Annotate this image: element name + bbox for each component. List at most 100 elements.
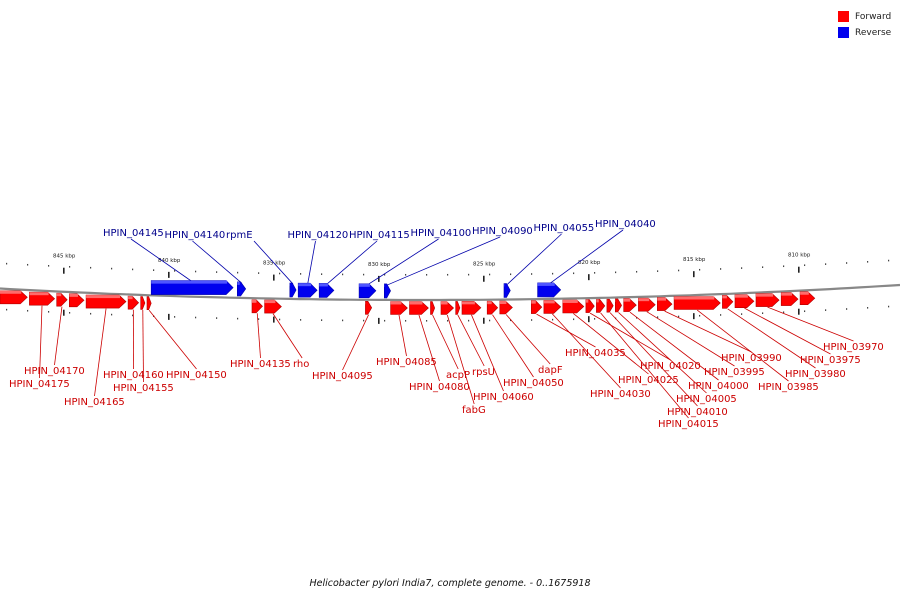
forward-gene-feature[interactable] <box>799 291 816 306</box>
reverse-gene-feature[interactable] <box>358 283 377 299</box>
forward-gene-feature[interactable] <box>722 294 734 309</box>
gene-highlight <box>674 296 715 300</box>
reverse-swatch <box>838 27 849 38</box>
forward-gene-feature[interactable] <box>596 299 606 313</box>
gene-label[interactable]: HPIN_04035 <box>565 348 626 359</box>
gene-label[interactable]: HPIN_04165 <box>64 397 125 408</box>
gene-label[interactable]: HPIN_04005 <box>676 394 737 405</box>
gene-label[interactable]: rho <box>293 359 309 370</box>
leader-line <box>492 314 534 378</box>
gene-label[interactable]: HPIN_04085 <box>376 357 437 368</box>
minor-tick <box>636 270 638 273</box>
forward-gene-feature[interactable] <box>656 297 673 311</box>
gene-label[interactable]: fabG <box>462 405 486 416</box>
leader-line <box>548 229 624 285</box>
reverse-gene-feature[interactable] <box>503 283 511 298</box>
gene-highlight <box>596 299 599 303</box>
gene-label[interactable]: HPIN_04030 <box>590 389 651 400</box>
gene-label[interactable]: HPIN_04095 <box>312 371 373 382</box>
gene-label[interactable]: HPIN_04090 <box>472 226 533 237</box>
gene-label[interactable]: HPIN_04140 <box>165 230 226 241</box>
minor-tick <box>363 273 365 276</box>
gene-highlight <box>264 300 276 304</box>
major-tick <box>798 308 800 315</box>
leader-line <box>457 314 485 367</box>
gene-label[interactable]: rpmE <box>226 230 253 241</box>
forward-gene-feature[interactable] <box>780 292 799 306</box>
gene-highlight <box>537 282 555 286</box>
gene-label[interactable]: HPIN_04015 <box>658 419 719 430</box>
forward-gene-feature[interactable] <box>585 299 595 313</box>
gene-label[interactable]: HPIN_03975 <box>800 355 861 366</box>
leader-line <box>387 236 501 286</box>
minor-tick <box>489 273 491 276</box>
minor-tick <box>384 273 386 276</box>
forward-gene-feature[interactable] <box>606 298 614 313</box>
forward-gene-feature[interactable] <box>365 300 373 315</box>
gene-label[interactable]: HPIN_04050 <box>503 378 564 389</box>
gene-label[interactable]: HPIN_04160 <box>103 370 164 381</box>
gene-features <box>0 280 816 315</box>
reverse-gene-feature[interactable] <box>150 280 234 295</box>
genome-title: Helicobacter pylori India7, complete gen… <box>309 578 591 589</box>
gene-label[interactable]: HPIN_03995 <box>704 367 765 378</box>
gene-highlight <box>531 300 536 304</box>
gene-label[interactable]: HPIN_04100 <box>411 228 472 239</box>
gene-label[interactable]: HPIN_04115 <box>349 230 410 241</box>
forward-gene-feature[interactable] <box>69 293 85 308</box>
gene-label[interactable]: HPIN_04025 <box>618 375 679 386</box>
forward-gene-feature[interactable] <box>455 301 461 315</box>
gene-label[interactable]: acpP <box>446 370 470 381</box>
minor-tick <box>111 313 113 316</box>
major-tick <box>483 275 485 282</box>
gene-label[interactable]: HPIN_04155 <box>113 383 174 394</box>
gene-label[interactable]: HPIN_04175 <box>9 379 70 390</box>
forward-gene-feature[interactable] <box>140 296 146 310</box>
gene-label[interactable]: HPIN_04060 <box>473 392 534 403</box>
gene-label[interactable]: HPIN_04135 <box>230 359 291 370</box>
forward-gene-feature[interactable] <box>614 298 622 313</box>
minor-tick <box>657 316 659 318</box>
forward-gene-feature[interactable] <box>623 298 637 312</box>
gene-label[interactable]: HPIN_04080 <box>409 382 470 393</box>
gene-label[interactable]: HPIN_04000 <box>688 381 749 392</box>
gene-label[interactable]: dapF <box>538 365 563 376</box>
gene-label[interactable]: HPIN_04020 <box>640 361 701 372</box>
reverse-gene-feature[interactable] <box>237 281 247 297</box>
forward-gene-feature[interactable] <box>461 300 482 315</box>
minor-tick <box>258 272 260 274</box>
gene-label[interactable]: HPIN_04040 <box>595 219 656 230</box>
forward-gene-feature[interactable] <box>29 291 56 306</box>
gene-label[interactable]: HPIN_03985 <box>758 382 819 393</box>
forward-gene-feature[interactable] <box>673 296 721 310</box>
gene-highlight <box>781 292 792 296</box>
leader-line <box>256 313 261 359</box>
reverse-gene-feature[interactable] <box>289 282 297 298</box>
minor-tick <box>405 273 407 276</box>
major-tick <box>798 266 800 273</box>
gene-label[interactable]: HPIN_04145 <box>103 228 164 239</box>
gene-label[interactable]: HPIN_04170 <box>24 366 85 377</box>
leader-line <box>326 240 378 285</box>
minor-tick <box>405 319 407 322</box>
gene-label[interactable]: rpsU <box>472 367 495 378</box>
gene-label[interactable]: HPIN_04150 <box>166 370 227 381</box>
forward-gene-feature[interactable] <box>499 300 513 315</box>
forward-gene-feature[interactable] <box>530 300 543 314</box>
reverse-gene-feature[interactable] <box>318 283 335 298</box>
forward-gene-feature[interactable] <box>146 296 152 311</box>
minor-tick <box>867 307 869 309</box>
reverse-gene-feature[interactable] <box>537 282 562 298</box>
gene-label[interactable]: HPIN_03980 <box>785 369 846 380</box>
reverse-gene-feature[interactable] <box>383 283 391 299</box>
gene-label[interactable]: HPIN_04055 <box>534 223 595 234</box>
gene-label[interactable]: HPIN_04010 <box>667 407 728 418</box>
gene-label[interactable]: HPIN_04120 <box>288 230 349 241</box>
forward-gene-feature[interactable] <box>755 293 780 307</box>
leader-line <box>130 238 193 282</box>
gene-highlight <box>86 295 120 299</box>
gene-highlight <box>722 295 727 299</box>
gene-label[interactable]: HPIN_03990 <box>721 353 782 364</box>
gene-label[interactable]: HPIN_03970 <box>823 342 884 353</box>
forward-gene-feature[interactable] <box>430 301 436 315</box>
